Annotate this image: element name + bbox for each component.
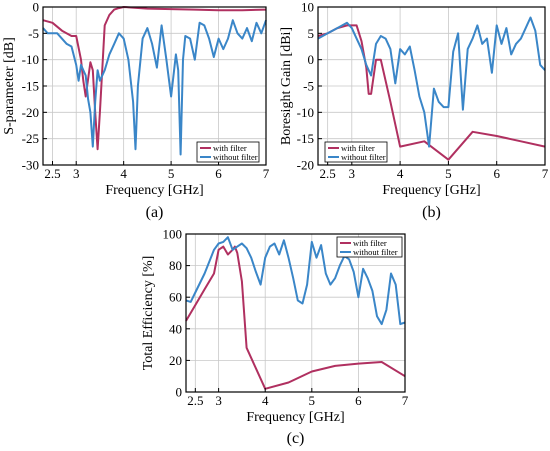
y-tick-label-c: 0 [176, 385, 183, 400]
y-tick-label-a: -10 [22, 52, 39, 67]
y-tick-label-b: -10 [297, 105, 314, 120]
x-tick-label-a: 3 [73, 166, 80, 181]
y-tick-label-a: -15 [22, 79, 39, 94]
x-tick-label-c: 4 [262, 393, 269, 408]
y-axis-label-c: Total Efficiency [%] [141, 256, 156, 371]
legend-label-with-filter-b: with filter [341, 143, 375, 153]
legend-box-c [336, 236, 403, 258]
x-axis-label-b: Frequency [GHz] [382, 183, 480, 198]
y-axis-label-a: S-parameter [dB] [2, 37, 17, 135]
x-tick-label-c: 3 [215, 393, 222, 408]
x-tick-label-a: 6 [215, 166, 222, 181]
legend-b: with filter without filter [324, 141, 388, 163]
caption-b: (b) [422, 204, 441, 221]
panel-a: 2.5 3 4 5 6 7 0 -5 -10 -15 -20 -25 -30 Frequency [GH… [2, 0, 270, 221]
x-tick-label-c: 6 [355, 393, 362, 408]
y-axis-label-b: Boresight Gain [dBi] [279, 27, 294, 145]
legend-c: with filter without filter [336, 236, 403, 258]
x-tick-label-c: 5 [309, 393, 316, 408]
series-group-c [185, 236, 406, 390]
series-line-with-filter-b [317, 24, 546, 161]
legend-label-without-filter-c: without filter [353, 247, 398, 257]
ticks-c: 2.5 3 4 5 6 7 0 20 40 60 80 100 [163, 227, 409, 409]
x-axis-label-a: Frequency [GHz] [105, 183, 203, 198]
series-group-b [317, 16, 546, 161]
y-tick-label-b: -5 [303, 79, 314, 94]
x-tick-label-b: 2.5 [320, 166, 336, 181]
x-tick-label-a: 4 [120, 166, 127, 181]
y-tick-label-a: -30 [22, 158, 39, 173]
x-tick-label-a: 7 [263, 166, 270, 181]
y-tick-label-b: 0 [308, 52, 315, 67]
y-tick-label-a: -5 [28, 26, 39, 41]
y-tick-label-c: 20 [169, 353, 182, 368]
x-tick-label-b: 3 [349, 166, 356, 181]
y-tick-label-c: 80 [169, 258, 182, 273]
legend-label-with-filter-c: with filter [353, 238, 387, 248]
y-tick-label-b: -20 [297, 158, 314, 173]
x-tick-label-b: 6 [493, 166, 500, 181]
series-line-without-filter-b [317, 16, 546, 148]
plot-frame-c [185, 233, 406, 393]
y-tick-label-b: -15 [297, 131, 314, 146]
legend-label-without-filter-a: without filter [213, 152, 258, 162]
legend-a: with filter without filter [196, 141, 260, 163]
series-line-without-filter-c [185, 236, 406, 326]
y-tick-label-c: 40 [169, 321, 182, 336]
y-tick-label-c: 100 [163, 227, 183, 242]
x-tick-label-b: 7 [542, 166, 549, 181]
x-tick-label-b: 4 [397, 166, 404, 181]
plot-area-c [186, 234, 405, 392]
y-tick-label-b: 10 [301, 0, 314, 15]
y-tick-label-a: -20 [22, 105, 39, 120]
ticks-b: 2.5 3 4 5 6 7 10 5 0 -5 -10 -15 -20 [297, 0, 549, 181]
y-tick-label-a: 0 [33, 0, 40, 15]
x-tick-label-a: 5 [168, 166, 175, 181]
ticks-a: 2.5 3 4 5 6 7 0 -5 -10 -15 -20 -25 -30 [22, 0, 270, 181]
x-tick-label-c: 2.5 [187, 393, 203, 408]
caption-c: (c) [287, 430, 305, 447]
legend-box-a [196, 141, 260, 163]
series-line-with-filter-c [185, 245, 406, 390]
series-line-with-filter-a [42, 6, 267, 151]
x-tick-label-b: 5 [445, 166, 452, 181]
series-line-without-filter-a [42, 19, 267, 156]
legend-label-without-filter-b: without filter [341, 152, 386, 162]
series-group-a [42, 6, 267, 156]
caption-a: (a) [146, 204, 164, 221]
y-tick-label-a: -25 [22, 131, 39, 146]
panel-c: 2.5 3 4 5 6 7 0 20 40 60 80 100 Frequency [GHz] Tot… [141, 227, 409, 448]
y-tick-label-b: 5 [308, 26, 315, 41]
x-tick-label-a: 2.5 [44, 166, 60, 181]
x-tick-label-c: 7 [402, 393, 409, 408]
legend-box-b [324, 141, 388, 163]
y-tick-label-c: 60 [169, 290, 182, 305]
x-axis-label-c: Frequency [GHz] [246, 410, 344, 425]
legend-label-with-filter-a: with filter [213, 143, 247, 153]
